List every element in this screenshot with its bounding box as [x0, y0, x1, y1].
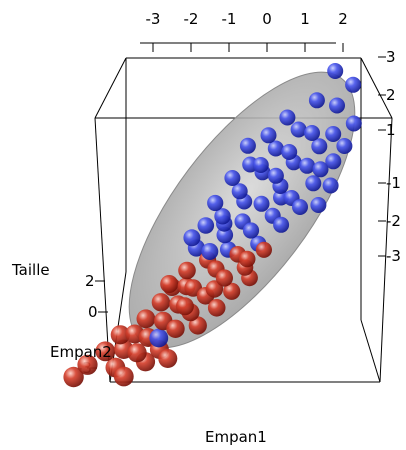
red-point — [205, 280, 224, 298]
blue-point — [207, 194, 224, 212]
blue-point — [201, 243, 219, 260]
red-point — [127, 343, 147, 363]
z-tick-label: -1 — [386, 174, 401, 192]
blue-point — [305, 175, 322, 192]
red-point — [215, 269, 233, 287]
blue-point — [336, 138, 353, 154]
blue-point — [239, 137, 256, 154]
blue-point — [327, 63, 344, 79]
z-tick-label: -3 — [386, 247, 401, 265]
blue-point — [267, 167, 284, 184]
box-edge — [360, 319, 381, 383]
blue-point — [304, 125, 320, 141]
blue-point — [214, 208, 231, 225]
bounding-box — [94, 57, 393, 383]
red-point — [110, 325, 130, 345]
blue-point — [281, 144, 298, 160]
red-point — [63, 366, 84, 388]
x-tick-label: 0 — [262, 10, 272, 28]
blue-point — [312, 161, 329, 178]
blue-point — [273, 216, 290, 233]
blue-point — [345, 115, 362, 132]
blue-point — [279, 109, 296, 126]
z-tick-label: -2 — [386, 212, 401, 230]
red-point — [238, 250, 256, 268]
z-tick-label: 2 — [386, 86, 396, 104]
blue-point — [325, 126, 342, 142]
z-tick-label: 1 — [386, 121, 396, 139]
blue-point — [149, 328, 169, 348]
z-axis-title: Taille — [11, 261, 50, 279]
red-point — [188, 316, 207, 335]
x-axis-ticks: -3 -2 -1 0 1 2 — [146, 10, 348, 52]
blue-point — [224, 170, 241, 186]
blue-point — [292, 199, 308, 215]
blue-point — [311, 138, 328, 155]
red-point — [223, 282, 241, 300]
blue-point — [308, 92, 325, 109]
red-point — [136, 309, 156, 329]
blue-point — [267, 140, 284, 157]
y-tick-label: 0 — [88, 303, 98, 321]
red-point — [175, 297, 194, 316]
y-axis-title: Empan2 — [50, 343, 112, 361]
blue-point — [252, 157, 269, 173]
red-point — [178, 261, 196, 280]
blue-point — [329, 97, 345, 114]
box-edge — [94, 57, 127, 119]
blue-point — [260, 127, 277, 144]
z-axis-ticks: 3 2 1 -1 -2 -3 — [378, 48, 401, 265]
blue-point — [231, 183, 248, 200]
blue-point — [310, 197, 327, 213]
blue-point — [322, 177, 339, 194]
x-tick-label: -3 — [146, 10, 161, 28]
blue-point — [197, 217, 215, 234]
blue-point — [183, 229, 201, 247]
red-point — [95, 341, 116, 362]
red-point — [166, 319, 185, 338]
box-edge — [379, 117, 393, 383]
x-tick-label: 1 — [300, 10, 310, 28]
red-point — [207, 299, 226, 317]
blue-point — [299, 157, 316, 174]
blue-point — [345, 76, 362, 93]
blue-point — [290, 121, 307, 138]
z-tick-label: 3 — [386, 48, 396, 66]
red-point — [113, 366, 134, 387]
red-point — [151, 293, 171, 312]
blue-point — [325, 153, 342, 170]
x-tick-label: -1 — [222, 10, 237, 28]
box-edge — [360, 57, 393, 119]
y-tick-label: 2 — [85, 272, 95, 290]
x-tick-label: -2 — [184, 10, 199, 28]
red-point — [158, 349, 178, 368]
x-axis-title: Empan1 — [205, 428, 267, 446]
red-point — [77, 354, 98, 375]
scatter-points — [63, 63, 362, 388]
blue-point — [253, 195, 270, 212]
x-tick-label: 2 — [338, 10, 348, 28]
red-point — [255, 241, 272, 258]
red-point — [160, 275, 179, 293]
blue-point — [242, 222, 260, 239]
box-edge — [94, 117, 111, 383]
